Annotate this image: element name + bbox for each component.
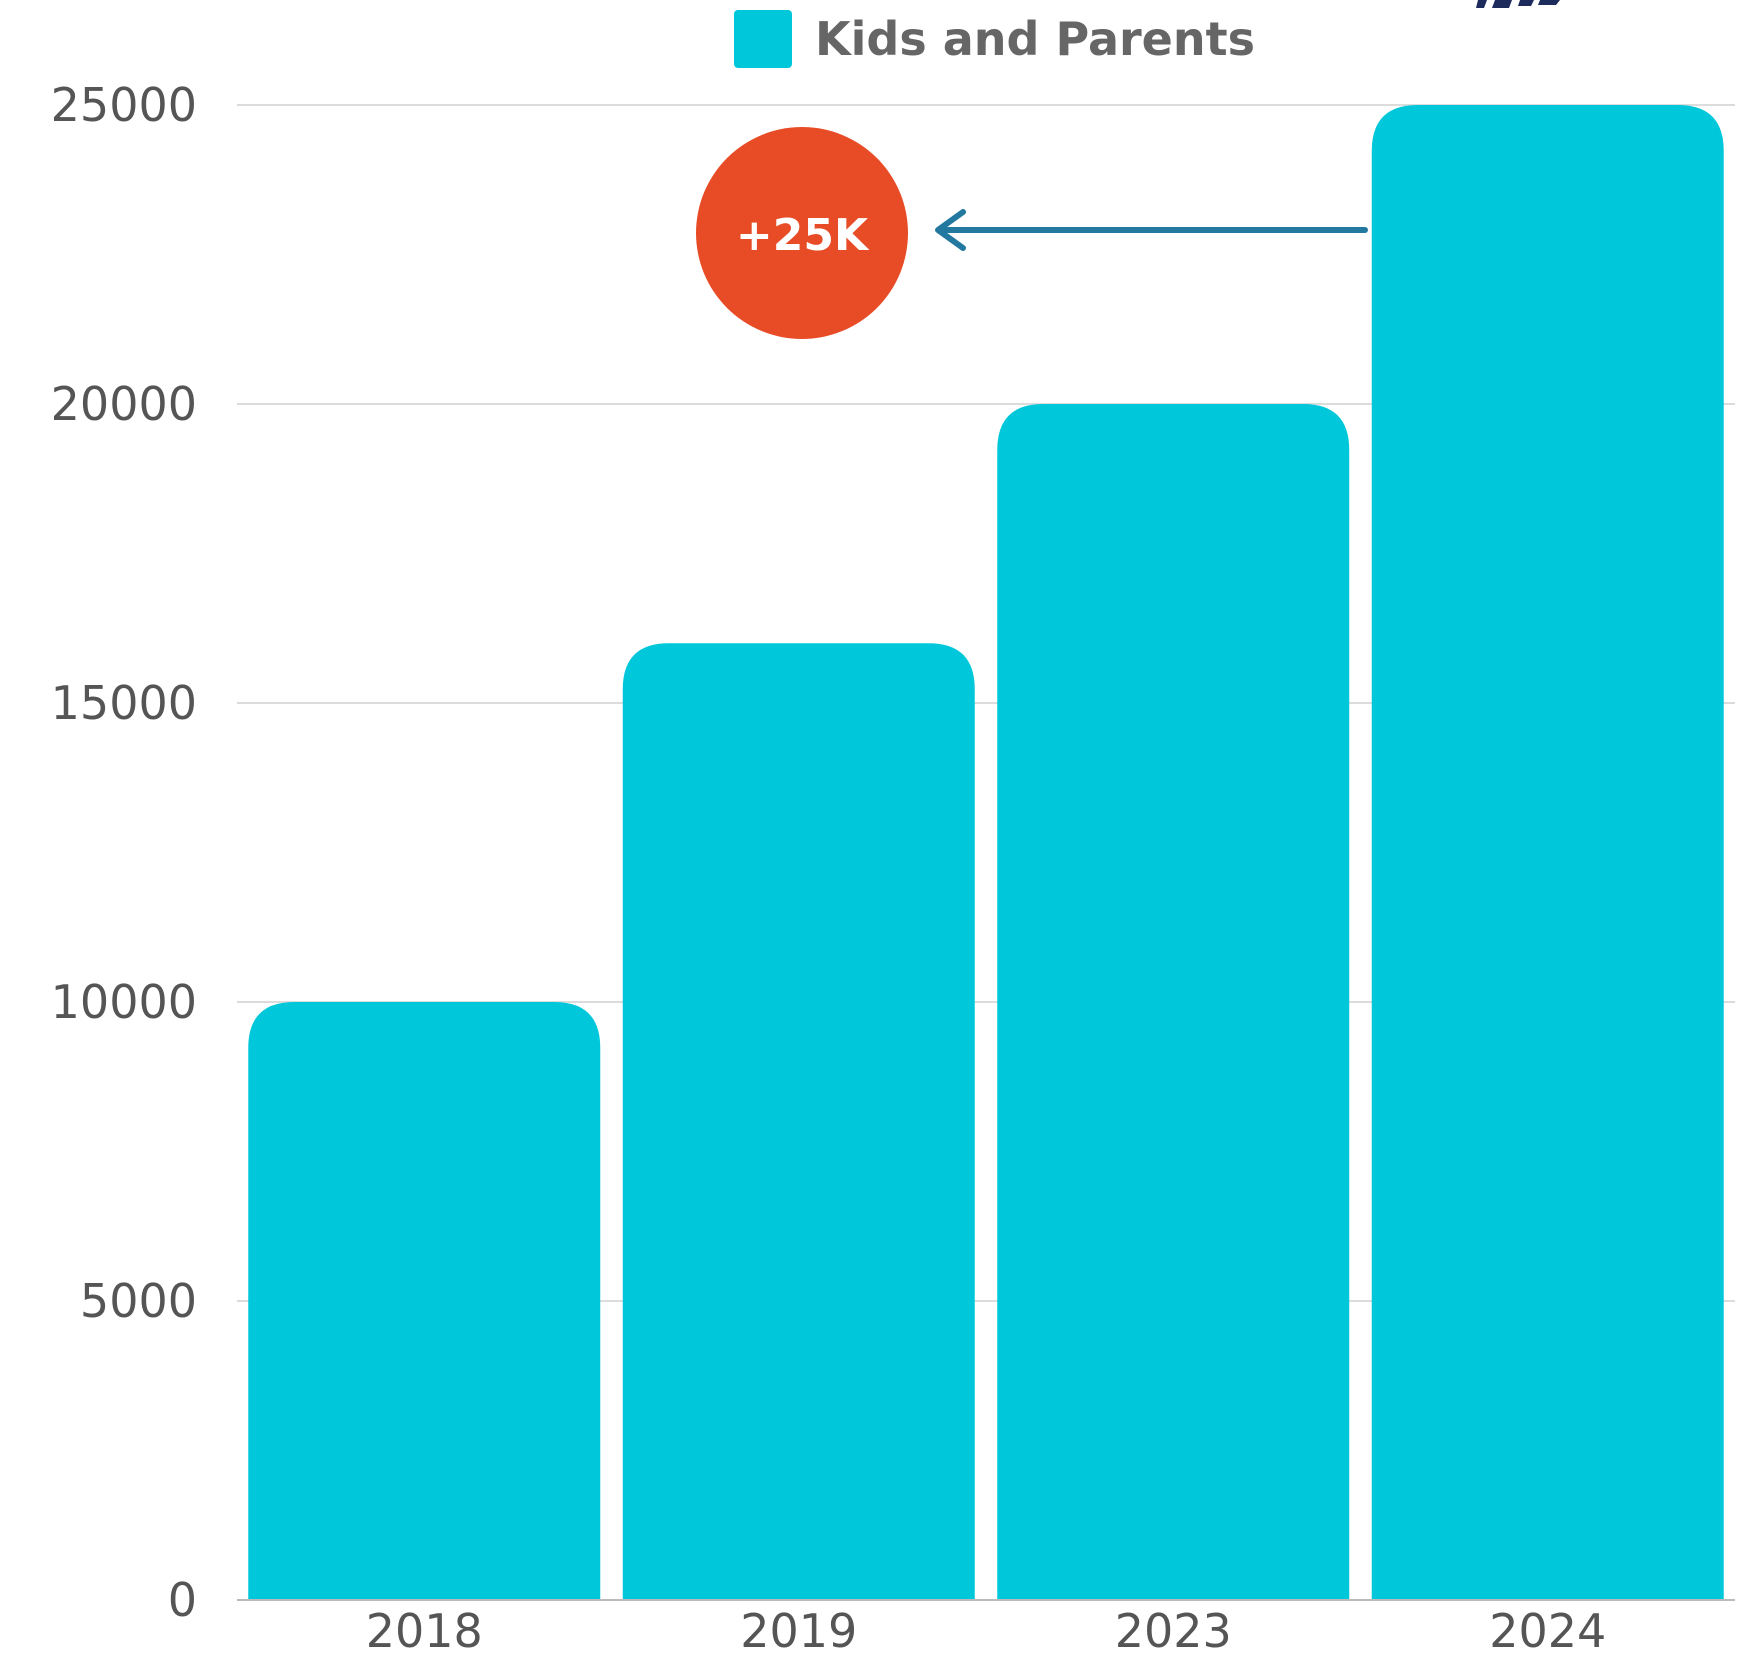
arrow-left-icon xyxy=(935,209,966,251)
y-tick-label: 25000 xyxy=(51,78,197,132)
growth-badge-label: +25K xyxy=(736,210,870,261)
y-tick-label: 5000 xyxy=(80,1274,197,1328)
y-tick-label: 15000 xyxy=(51,676,197,730)
y-tick-label: 0 xyxy=(168,1573,197,1627)
y-tick-label: 20000 xyxy=(51,377,197,431)
legend-label: Kids and Parents xyxy=(815,12,1255,66)
x-tick-label: 2018 xyxy=(366,1604,483,1658)
growth-badge xyxy=(696,127,908,339)
bar-2024 xyxy=(1371,105,1724,1600)
bar-2018 xyxy=(248,1002,601,1600)
growth-annotation: +25K xyxy=(696,127,1368,339)
legend: Kids and Parents xyxy=(734,10,1255,68)
legend-swatch xyxy=(734,10,792,68)
axes: 0 5000 10000 15000 20000 25000 2018 2019 2023 202… xyxy=(51,78,1735,1658)
x-tick-label: 2023 xyxy=(1115,1604,1232,1658)
bars xyxy=(248,105,1724,1600)
x-tick-label: 2019 xyxy=(740,1604,857,1658)
x-tick-label: 2024 xyxy=(1489,1604,1606,1658)
bar-2023 xyxy=(997,404,1350,1600)
bar-2019 xyxy=(622,643,975,1600)
logo-fragment xyxy=(1476,0,1560,8)
y-tick-label: 10000 xyxy=(51,975,197,1029)
